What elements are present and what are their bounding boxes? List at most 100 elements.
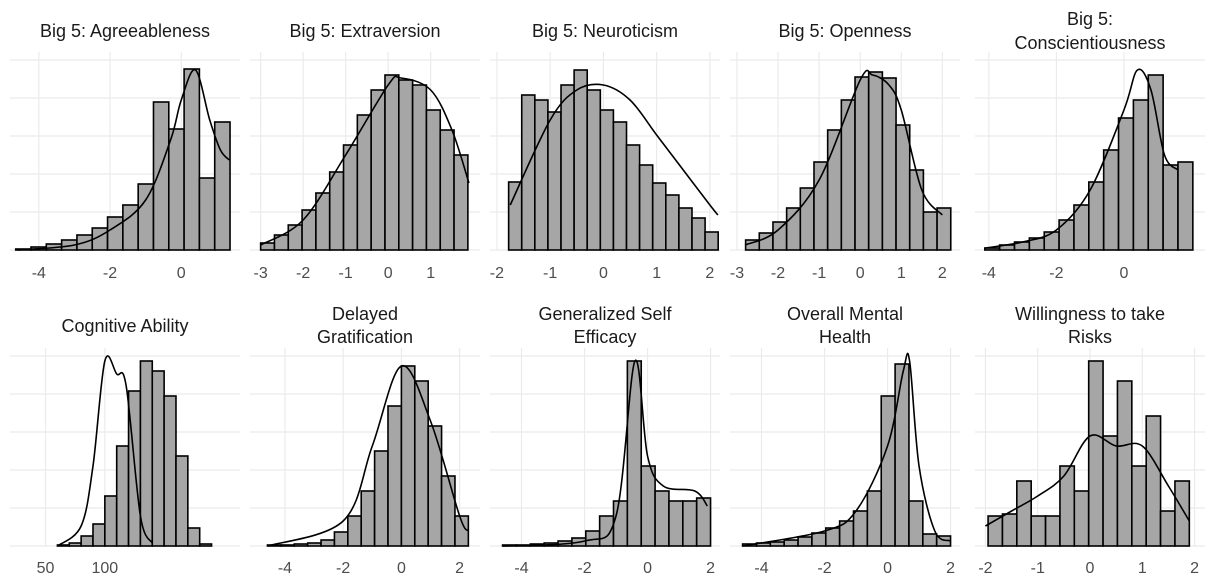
- bar: [198, 543, 213, 547]
- bar: [1132, 99, 1150, 251]
- bar: [852, 510, 869, 547]
- x-tick-label: 2: [938, 265, 947, 282]
- bar: [704, 231, 719, 251]
- panel: -4 -2 0 2 Generalized Self Efficacy: [490, 304, 720, 577]
- x-tick-label: 0: [177, 265, 186, 282]
- bar: [1087, 360, 1104, 547]
- bar: [167, 128, 185, 251]
- panel: -3 -2 -1 0 1 2 Big 5: Openness: [730, 21, 960, 282]
- x-tick-label: -4: [32, 265, 46, 282]
- density-curve: [509, 83, 719, 216]
- bar: [356, 114, 372, 251]
- bar: [400, 365, 416, 547]
- bar: [922, 211, 938, 251]
- density-curve: [502, 359, 709, 547]
- bar: [213, 121, 231, 251]
- bar: [280, 544, 296, 547]
- x-tick-label: -2: [336, 560, 350, 577]
- x-tick-label: -2: [978, 560, 992, 577]
- x-tick-label: -2: [817, 560, 831, 577]
- density-curve: [985, 434, 1191, 527]
- bar: [453, 154, 469, 251]
- panel-title: Generalized Self: [538, 304, 672, 324]
- bar: [104, 495, 118, 547]
- bar: [347, 515, 363, 547]
- bar: [854, 76, 870, 251]
- bar: [866, 490, 883, 547]
- bar: [1131, 465, 1147, 547]
- x-tick-label: 2: [455, 560, 464, 577]
- panel: 50 100 Cognitive Ability: [10, 316, 240, 577]
- x-tick-label: -1: [1031, 560, 1045, 577]
- bar: [640, 465, 656, 547]
- bar: [678, 207, 693, 251]
- bar: [560, 84, 575, 251]
- x-tick-label: -2: [577, 560, 591, 577]
- panel-title: Overall Mental: [787, 304, 903, 324]
- x-tick-label: 0: [1119, 265, 1128, 282]
- bar: [1177, 161, 1194, 251]
- density-curve: [17, 69, 230, 251]
- bar: [80, 535, 94, 547]
- x-tick-label: -2: [296, 265, 310, 282]
- bar: [626, 360, 643, 547]
- bar: [1073, 490, 1090, 547]
- bar: [772, 221, 788, 251]
- bar: [320, 539, 336, 547]
- panel-title: Risks: [1068, 327, 1112, 347]
- panel: -4 -2 0 Big 5: Agreeableness: [10, 21, 240, 282]
- bar: [826, 129, 843, 251]
- bar: [163, 395, 177, 547]
- bar: [1088, 181, 1105, 251]
- bar: [384, 74, 400, 251]
- bar: [612, 500, 629, 547]
- x-tick-label: 0: [397, 560, 406, 577]
- x-tick-label: 1: [652, 265, 661, 282]
- bar: [440, 475, 456, 547]
- bar: [427, 425, 443, 547]
- bar: [1058, 219, 1075, 251]
- density-curve: [742, 352, 951, 547]
- bar: [287, 224, 303, 251]
- x-tick-label: 0: [856, 265, 865, 282]
- panel-title: Gratification: [317, 327, 413, 347]
- bar: [799, 187, 815, 251]
- bar: [895, 124, 911, 251]
- bar: [92, 523, 106, 547]
- panel-title: Big 5:: [1067, 9, 1113, 29]
- bar: [922, 533, 938, 547]
- x-tick-label: -4: [278, 560, 292, 577]
- bar: [293, 543, 309, 547]
- x-tick-label: 2: [705, 265, 714, 282]
- bar: [1102, 435, 1119, 547]
- x-tick-label: 0: [883, 560, 892, 577]
- bar: [1001, 513, 1018, 547]
- panel-title: Efficacy: [574, 327, 637, 347]
- bar: [1030, 515, 1047, 547]
- panel: -4 -2 0 2 Overall Mental Health: [730, 304, 960, 577]
- bar: [599, 109, 615, 251]
- bar: [397, 79, 414, 251]
- bar: [908, 169, 925, 251]
- x-tick-label: -2: [490, 265, 504, 282]
- bar: [1162, 164, 1179, 251]
- panel-title: Delayed: [332, 304, 398, 324]
- bar: [115, 445, 130, 547]
- bar: [306, 542, 322, 547]
- x-tick-label: -2: [103, 265, 117, 282]
- density-curve: [260, 75, 470, 246]
- panel-title: Health: [819, 327, 871, 347]
- bar: [137, 183, 155, 251]
- panel: -3 -2 -1 0 1 Big 5: Extraversion: [250, 21, 480, 282]
- x-tick-label: 100: [91, 560, 118, 577]
- panel: -4 -2 0 Big 5: Conscientiousness: [975, 9, 1205, 282]
- bar: [867, 71, 884, 251]
- bar: [612, 121, 628, 251]
- bar: [534, 99, 549, 251]
- bar: [586, 89, 602, 251]
- bar: [936, 207, 952, 251]
- panel: -4 -2 0 2 Delayed Gratification: [250, 304, 480, 577]
- panel-title: Big 5: Agreeableness: [40, 21, 210, 41]
- panel-title: Big 5: Openness: [778, 21, 911, 41]
